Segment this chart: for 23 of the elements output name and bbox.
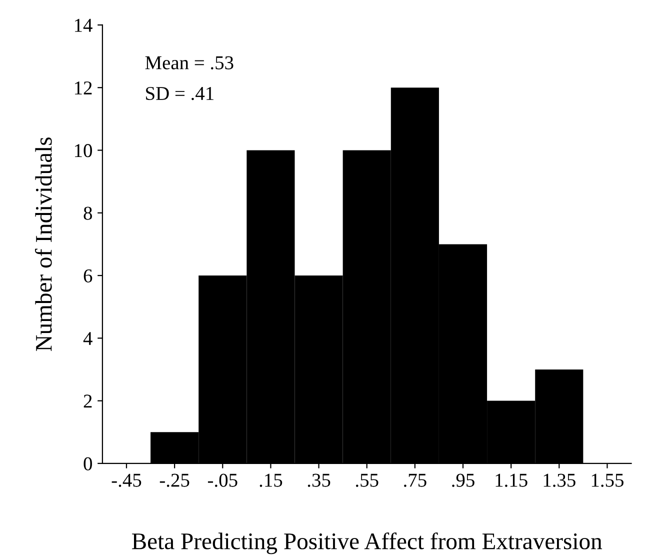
x-tick-label: -.05 [208, 474, 238, 487]
x-tick-label: .75 [404, 474, 426, 487]
x-tick-label: 1.35 [544, 474, 576, 487]
y-tick-label: 4 [83, 332, 92, 345]
y-tick-label: 0 [84, 457, 92, 470]
y-tick-label: 14 [75, 18, 92, 32]
x-tick-label: .35 [308, 474, 330, 487]
y-tick-label: 2 [84, 394, 92, 408]
y-tick-label: 6 [84, 269, 92, 282]
y-axis-title: Number of Individuals [34, 138, 52, 352]
annotation: Mean = .53 [145, 56, 234, 70]
x-tick-label: -.45 [112, 474, 142, 487]
x-tick-label: .95 [452, 474, 474, 487]
x-tick-label: -.25 [160, 474, 190, 487]
y-tick-label: 12 [75, 81, 92, 94]
y-tick-label: 10 [75, 144, 92, 158]
y-tick-label: 8 [84, 206, 92, 220]
x-tick-label: .15 [260, 474, 282, 487]
x-axis-title: Beta Predicting Positive Affect from Extraversion [132, 532, 602, 554]
x-tick-label: 1.55 [592, 474, 624, 487]
x-tick-label: 1.15 [496, 474, 528, 487]
x-tick-label: .55 [356, 474, 378, 487]
annotation: SD = .41 [146, 86, 214, 100]
